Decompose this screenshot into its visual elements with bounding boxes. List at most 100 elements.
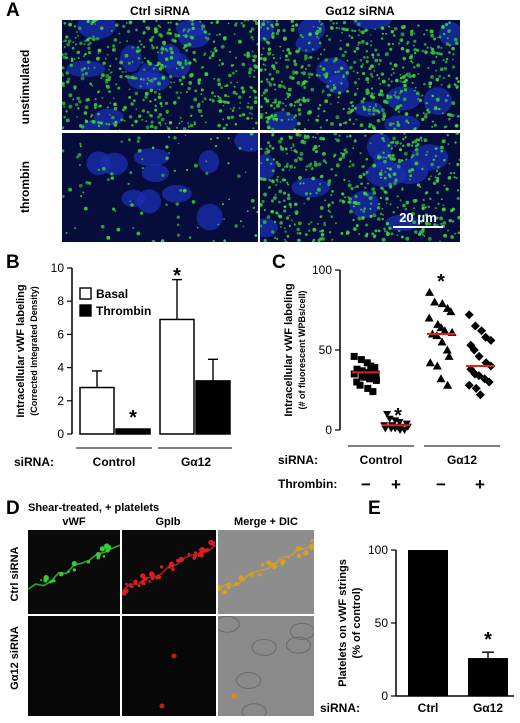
vesicle-dot (83, 55, 86, 58)
vesicle-dot (451, 113, 455, 118)
vesicle-dot (354, 138, 357, 141)
data-point (440, 326, 450, 335)
vesicle-dot (205, 171, 209, 175)
fluorescent-spot (199, 547, 205, 553)
data-point (444, 351, 454, 360)
vesicle-dot (278, 200, 281, 204)
vesicle-dot (185, 48, 189, 52)
vesicle-dot (414, 198, 418, 203)
vesicle-dot (226, 101, 230, 105)
vesicle-dot (109, 72, 112, 75)
vesicle-dot (256, 210, 258, 214)
vesicle-dot (84, 206, 88, 211)
vesicle-dot (283, 178, 287, 182)
vesicle-dot (216, 136, 219, 140)
vesicle-dot (421, 203, 426, 208)
vesicle-dot (151, 35, 155, 39)
vesicle-dot (86, 98, 90, 102)
vesicle-dot (372, 163, 377, 168)
vesicle-dot (294, 23, 299, 27)
vesicle-dot (184, 34, 188, 38)
vesicle-dot (343, 195, 347, 199)
vesicle-dot (323, 223, 327, 227)
vesicle-dot (346, 110, 351, 115)
vesicle-dot (393, 127, 397, 130)
vesicle-dot (278, 189, 283, 194)
vesicle-dot (223, 218, 226, 221)
vesicle-dot (154, 64, 157, 67)
vesicle-dot (441, 139, 446, 144)
data-point (477, 326, 487, 336)
vesicle-dot (290, 20, 295, 24)
vesicle-dot (380, 108, 385, 113)
vesicle-dot (319, 230, 322, 233)
vesicle-dot (252, 127, 255, 130)
vesicle-dot (451, 46, 455, 51)
data-point (371, 364, 379, 372)
vesicle-dot (182, 34, 185, 37)
vesicle-dot (417, 138, 421, 142)
vesicle-dot (222, 104, 225, 107)
vesicle-dot (89, 82, 93, 86)
vesicle-dot (355, 185, 360, 189)
vesicle-dot (423, 138, 428, 143)
vesicle-dot (286, 181, 289, 184)
vesicle-dot (224, 100, 228, 104)
vesicle-dot (428, 81, 433, 85)
vesicle-dot (345, 230, 350, 235)
vesicle-dot (112, 122, 115, 125)
vesicle-dot (181, 75, 186, 80)
vesicle-dot (268, 178, 272, 182)
vesicle-dot (264, 68, 267, 71)
vesicle-dot (325, 34, 328, 37)
vesicle-dot (77, 34, 79, 37)
vesicle-dot (321, 137, 326, 141)
nucleus (326, 75, 349, 94)
vesicle-dot (271, 35, 275, 39)
vesicle-dot (455, 76, 459, 80)
vesicle-dot (101, 96, 104, 99)
vesicle-dot (173, 39, 177, 43)
vesicle-dot (136, 231, 141, 236)
vesicle-dot (199, 20, 202, 23)
vesicle-dot (414, 127, 417, 130)
vesicle-dot (128, 115, 133, 119)
vesicle-dot (135, 49, 140, 54)
vesicle-dot (194, 89, 198, 93)
vesicle-dot (413, 32, 416, 35)
nucleus (121, 189, 146, 208)
vesicle-dot (254, 20, 257, 23)
vesicle-dot (117, 86, 121, 90)
vesicle-dot (229, 81, 233, 84)
nucleus (196, 203, 223, 231)
vesicle-dot (312, 227, 317, 232)
fluorescent-spot (280, 562, 285, 566)
vesicle-dot (78, 183, 83, 188)
vesicle-dot (346, 89, 350, 93)
vesicle-dot (297, 128, 300, 130)
vesicle-dot (385, 202, 388, 204)
vesicle-dot (270, 199, 274, 203)
vesicle-dot (334, 71, 337, 74)
vesicle-dot (376, 118, 381, 123)
vesicle-dot (382, 151, 385, 154)
vesicle-dot (392, 136, 396, 141)
vesicle-dot (447, 143, 450, 146)
vesicle-dot (85, 181, 89, 185)
vesicle-dot (390, 80, 393, 83)
vesicle-dot (120, 118, 124, 122)
vesicle-dot (97, 124, 100, 128)
vesicle-dot (448, 44, 452, 47)
vesicle-dot (274, 117, 277, 120)
data-point (367, 362, 375, 370)
vesicle-dot (399, 142, 402, 145)
vesicle-dot (279, 221, 283, 225)
vesicle-dot (324, 161, 328, 164)
y-tick-label: 8 (57, 294, 64, 308)
vesicle-dot (365, 232, 369, 236)
vesicle-dot (192, 50, 196, 55)
vesicle-dot (271, 169, 275, 173)
vesicle-dot (353, 139, 357, 143)
vesicle-dot (116, 227, 121, 232)
